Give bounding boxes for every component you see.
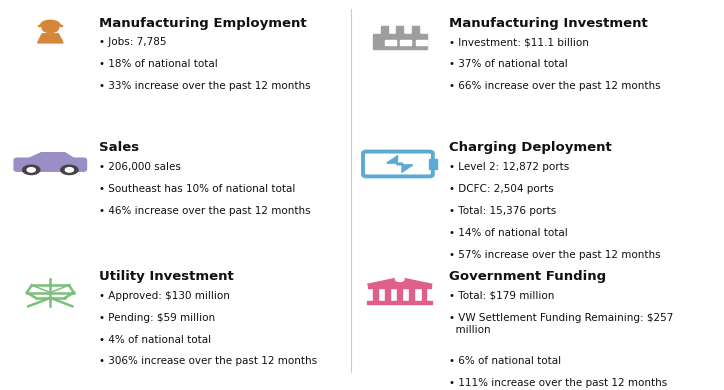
Polygon shape [38, 34, 63, 43]
Text: • 306% increase over the past 12 months: • 306% increase over the past 12 months [99, 356, 317, 367]
Text: • 66% increase over the past 12 months: • 66% increase over the past 12 months [449, 81, 660, 91]
Bar [409, 287, 414, 301]
Text: • Total: 15,376 ports: • Total: 15,376 ports [449, 206, 556, 216]
Text: • 33% increase over the past 12 months: • 33% increase over the past 12 months [99, 81, 311, 91]
Bar [400, 40, 411, 46]
Text: • 206,000 sales: • 206,000 sales [99, 162, 181, 172]
Text: Utility Investment: Utility Investment [99, 270, 234, 283]
Polygon shape [25, 152, 77, 160]
Bar [38, 25, 62, 27]
Text: Manufacturing Employment: Manufacturing Employment [99, 16, 307, 30]
Text: • 18% of national total: • 18% of national total [99, 59, 218, 69]
Polygon shape [387, 156, 413, 172]
FancyBboxPatch shape [14, 158, 86, 171]
Text: • 46% increase over the past 12 months: • 46% increase over the past 12 months [99, 206, 311, 216]
Bar [373, 287, 378, 301]
Bar [421, 287, 426, 301]
Bar [385, 287, 390, 301]
Bar [367, 301, 432, 304]
Text: • Investment: $11.1 billion: • Investment: $11.1 billion [449, 37, 589, 47]
Circle shape [27, 168, 35, 172]
Text: Charging Deployment: Charging Deployment [449, 141, 611, 154]
Text: • Total: $179 million: • Total: $179 million [449, 291, 554, 301]
Text: • 111% increase over the past 12 months: • 111% increase over the past 12 months [449, 378, 667, 388]
Circle shape [61, 165, 78, 175]
Text: • Jobs: 7,785: • Jobs: 7,785 [99, 37, 167, 47]
Text: • VW Settlement Funding Remaining: $257
  million: • VW Settlement Funding Remaining: $257 … [449, 312, 673, 335]
Text: • Pending: $59 million: • Pending: $59 million [99, 312, 215, 323]
Text: • 14% of national total: • 14% of national total [449, 228, 568, 238]
Circle shape [395, 277, 404, 282]
Text: • 57% increase over the past 12 months: • 57% increase over the past 12 months [449, 250, 660, 260]
Bar [396, 26, 403, 34]
Wedge shape [41, 20, 60, 26]
Text: Manufacturing Investment: Manufacturing Investment [449, 16, 647, 30]
Bar [385, 40, 396, 46]
Circle shape [22, 165, 40, 175]
Bar [368, 284, 432, 287]
Bar [412, 26, 418, 34]
Bar [373, 34, 426, 49]
Text: • Southeast has 10% of national total: • Southeast has 10% of national total [99, 184, 295, 194]
Text: • DCFC: 2,504 ports: • DCFC: 2,504 ports [449, 184, 553, 194]
Text: • 37% of national total: • 37% of national total [449, 59, 568, 69]
Bar [381, 26, 388, 34]
Text: • Level 2: 12,872 ports: • Level 2: 12,872 ports [449, 162, 569, 172]
Circle shape [65, 168, 73, 172]
Text: • 4% of national total: • 4% of national total [99, 335, 211, 344]
Bar [397, 287, 403, 301]
Polygon shape [367, 278, 432, 284]
Bar [416, 40, 426, 46]
Text: Government Funding: Government Funding [449, 270, 606, 283]
Text: • Approved: $130 million: • Approved: $130 million [99, 291, 230, 301]
Bar [429, 159, 437, 169]
Circle shape [42, 24, 59, 33]
Text: Sales: Sales [99, 141, 139, 154]
Text: • 6% of national total: • 6% of national total [449, 356, 561, 367]
